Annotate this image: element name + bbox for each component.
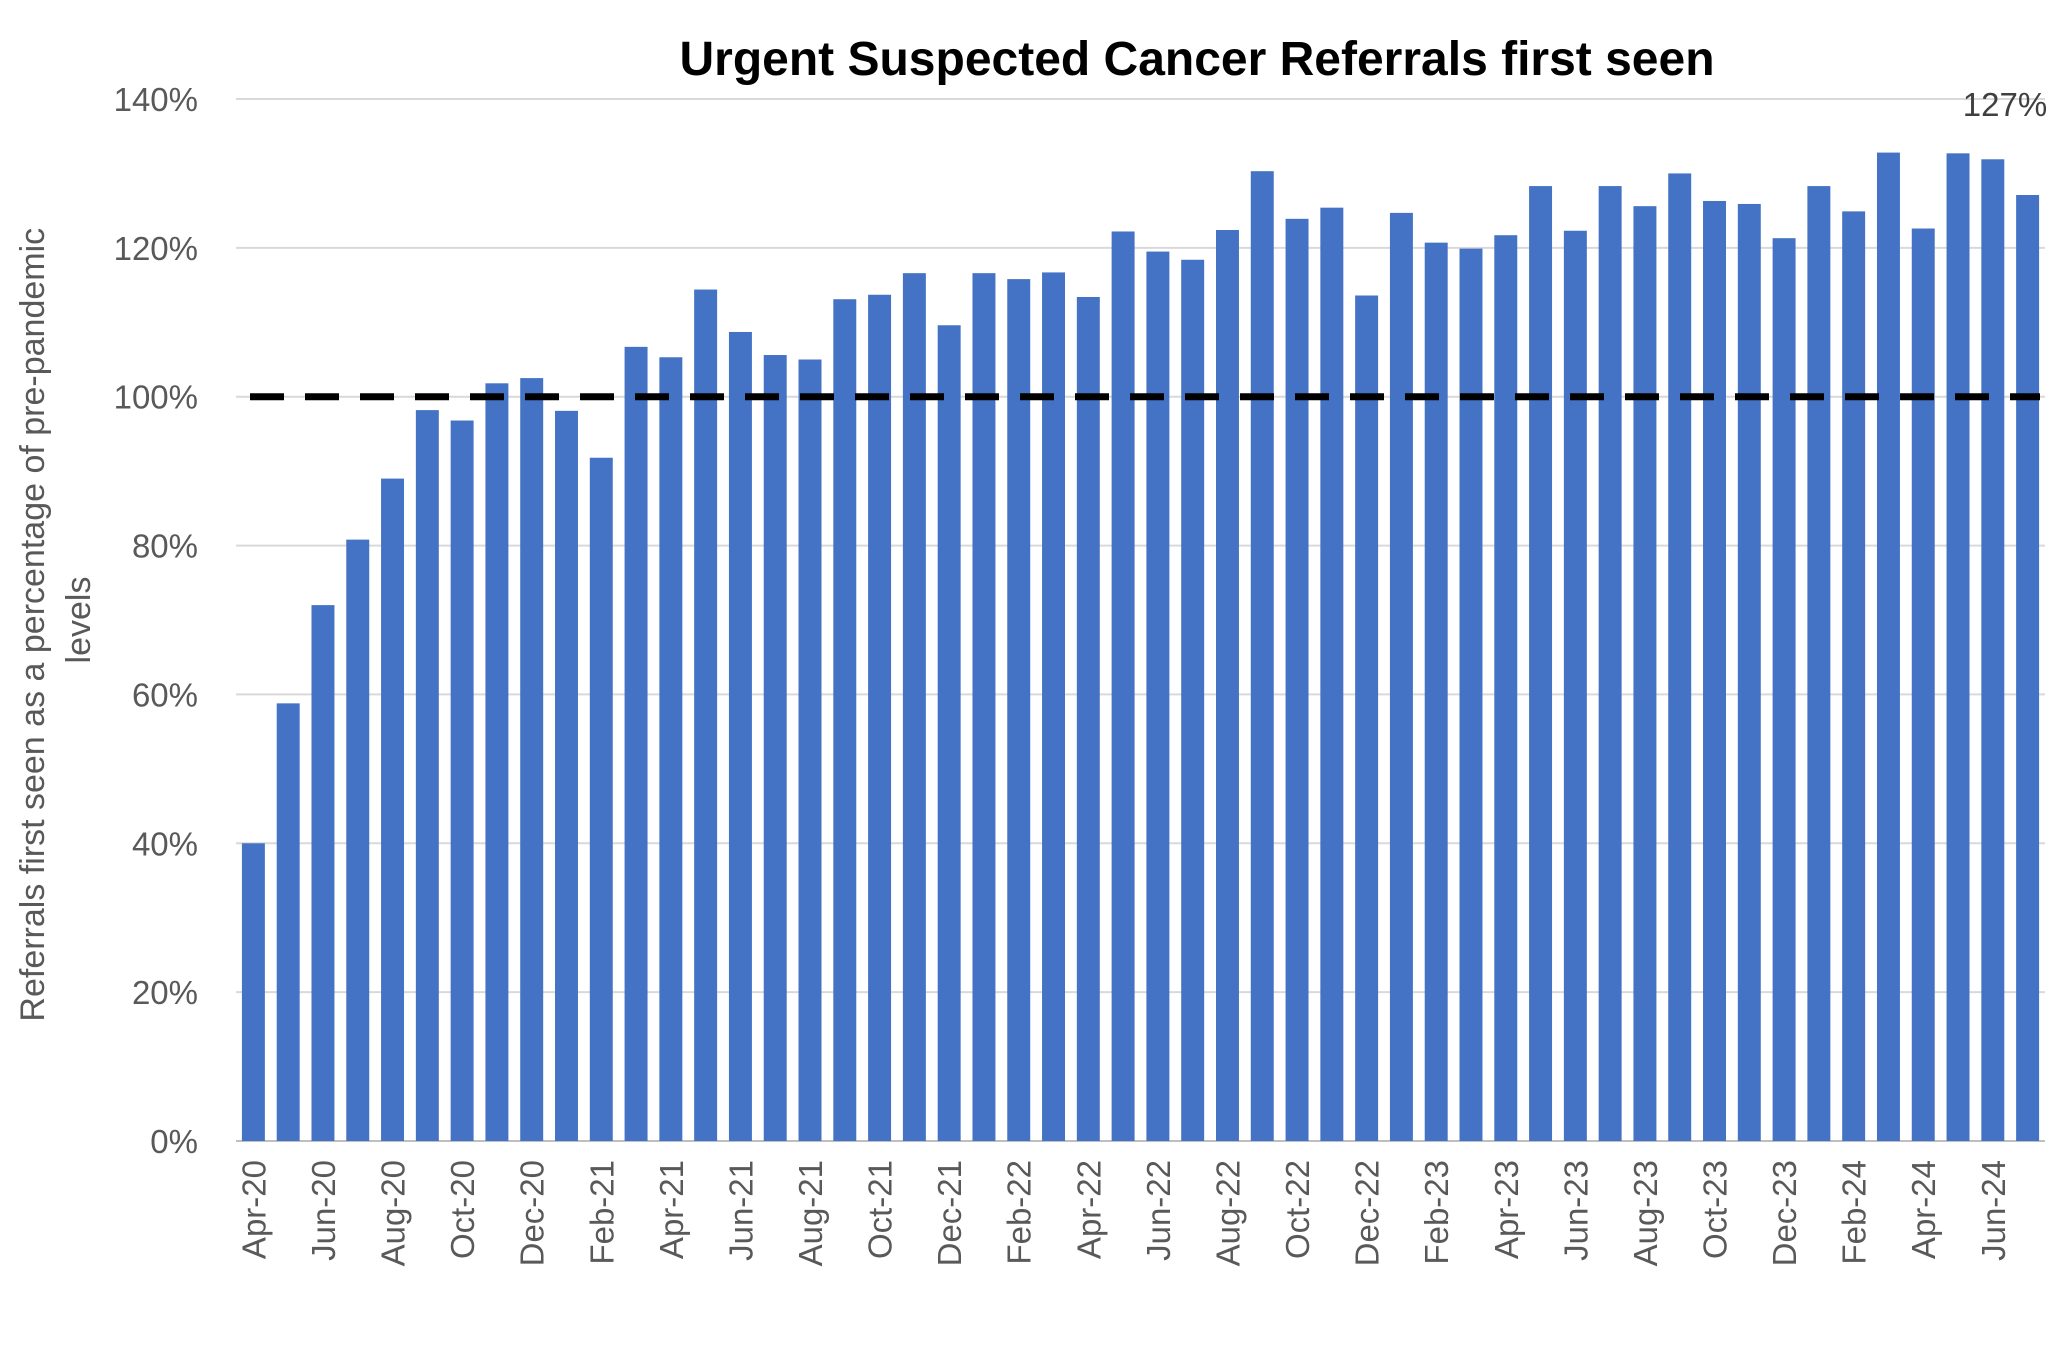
- data-labels: 127%: [1963, 86, 2047, 123]
- x-tick-label: Dec-23: [1766, 1160, 1803, 1266]
- bar: [868, 294, 892, 1141]
- bar: [241, 843, 265, 1141]
- bar: [1215, 229, 1239, 1142]
- y-tick-label: 80%: [132, 528, 198, 565]
- x-tick-label: Feb-23: [1418, 1160, 1455, 1265]
- x-tick-label: Feb-21: [583, 1160, 620, 1265]
- bar: [1703, 200, 1726, 1141]
- bar: [1111, 231, 1135, 1142]
- bar: [1042, 272, 1066, 1141]
- bar: [1424, 242, 1448, 1141]
- x-tick-label: Aug-22: [1209, 1160, 1246, 1266]
- x-tick-label: Jun-22: [1140, 1160, 1177, 1261]
- bar: [1146, 251, 1170, 1142]
- bar: [798, 359, 822, 1141]
- y-tick-label: 0%: [150, 1123, 198, 1160]
- x-tick-label: Oct-20: [444, 1160, 481, 1259]
- bar: [1285, 218, 1309, 1141]
- bar: [1355, 295, 1379, 1141]
- x-tick-label: Dec-21: [931, 1160, 968, 1266]
- x-tick-label: Aug-21: [792, 1160, 829, 1266]
- bar: [1529, 186, 1553, 1141]
- x-tick-label: Apr-21: [653, 1160, 690, 1259]
- x-tick-label: Jun-24: [1975, 1160, 2012, 1261]
- bar: [1007, 279, 1031, 1141]
- bar: [763, 355, 787, 1141]
- bar: [902, 273, 926, 1142]
- bar: [972, 273, 996, 1142]
- y-tick-label: 40%: [132, 825, 198, 862]
- x-tick-label: Feb-22: [1001, 1160, 1038, 1265]
- y-tick-label: 100%: [114, 379, 198, 416]
- bar: [415, 410, 439, 1141]
- bar: [1807, 186, 1831, 1141]
- bar: [1250, 171, 1274, 1142]
- bar: [520, 378, 544, 1141]
- x-tick-label: Apr-22: [1070, 1160, 1107, 1259]
- bar: [485, 383, 509, 1141]
- x-tick-label: Oct-23: [1697, 1160, 1734, 1259]
- bars: [241, 152, 2040, 1142]
- y-tick-label: 140%: [114, 81, 198, 118]
- x-axis-ticks: Apr-20 Jun-20 Aug-20 Oct-20 Dec-20 Feb-21 Apr-…: [235, 1160, 2011, 1266]
- y-tick-label: 20%: [132, 974, 198, 1011]
- x-tick-label: Jun-23: [1557, 1160, 1594, 1261]
- bar: [450, 420, 474, 1141]
- x-tick-label: Oct-21: [862, 1160, 899, 1259]
- bar: [276, 703, 300, 1141]
- bar: [1494, 235, 1518, 1141]
- x-tick-label: Dec-22: [1349, 1160, 1386, 1266]
- chart-title: Urgent Suspected Cancer Referrals first …: [679, 33, 1714, 86]
- bar: [555, 410, 578, 1141]
- bar: [833, 299, 857, 1141]
- bar: [346, 539, 370, 1141]
- y-axis-label-line-2: levels: [60, 577, 98, 664]
- x-tick-label: Apr-23: [1488, 1160, 1525, 1259]
- x-tick-label: Dec-20: [514, 1160, 551, 1266]
- y-axis-ticks: 0% 20% 40% 60% 80% 100% 120% 140%: [114, 81, 198, 1160]
- bar: [1076, 296, 1100, 1142]
- bar: [728, 331, 752, 1141]
- bar: [1320, 207, 1344, 1141]
- bar: [1981, 159, 2005, 1142]
- x-tick-label: Apr-24: [1905, 1160, 1942, 1259]
- bar: [1876, 152, 1900, 1142]
- bar: [659, 357, 683, 1141]
- y-tick-label: 120%: [114, 230, 198, 267]
- bar: [1181, 259, 1205, 1141]
- bar: [1737, 203, 1761, 1142]
- bar: [1911, 228, 1935, 1141]
- bar: [1946, 153, 1970, 1141]
- bar: [694, 289, 718, 1142]
- y-axis-label: Referrals first seen as a percentage of …: [14, 218, 98, 1021]
- bar: [1563, 230, 1587, 1141]
- x-tick-label: Jun-20: [305, 1160, 342, 1261]
- bar: [1633, 206, 1657, 1142]
- bar: [589, 457, 613, 1141]
- bar: [937, 325, 961, 1142]
- bar: [2016, 195, 2040, 1141]
- y-tick-label: 60%: [132, 676, 198, 713]
- x-tick-label: Jun-21: [722, 1160, 759, 1261]
- bar: [1598, 186, 1622, 1141]
- data-label: 127%: [1963, 86, 2047, 123]
- bar: [1772, 238, 1796, 1142]
- x-tick-label: Apr-20: [235, 1160, 272, 1259]
- bar: [311, 605, 335, 1141]
- bar: [1389, 212, 1413, 1141]
- bar: [624, 346, 648, 1141]
- bar: [1668, 173, 1692, 1141]
- x-tick-label: Feb-24: [1836, 1160, 1873, 1265]
- y-axis-label-line-1: Referrals first seen as a percentage of …: [14, 228, 52, 1022]
- bar: [1842, 211, 1866, 1141]
- bar: [381, 478, 405, 1142]
- bar: [1459, 248, 1483, 1141]
- x-tick-label: Aug-20: [375, 1160, 412, 1266]
- x-tick-label: Aug-23: [1627, 1160, 1664, 1266]
- x-tick-label: Oct-22: [1279, 1160, 1316, 1259]
